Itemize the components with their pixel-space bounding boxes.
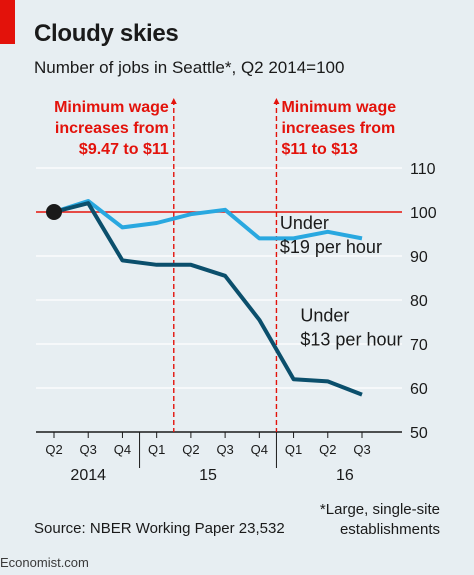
x-tick-label-8: Q2 bbox=[319, 442, 336, 457]
x-tick-label-6: Q4 bbox=[251, 442, 268, 457]
year-label-15: 15 bbox=[199, 467, 217, 484]
y-tick-label-70: 70 bbox=[410, 337, 428, 354]
y-tick-label-80: 80 bbox=[410, 293, 428, 310]
y-tick-label-110: 110 bbox=[410, 161, 436, 178]
brand-red-bar bbox=[0, 0, 15, 44]
annotation-text-1-1: increases from bbox=[281, 120, 395, 137]
series-label-light-1: $19 per hour bbox=[280, 237, 382, 257]
series-line-light bbox=[53, 199, 363, 241]
x-tick-label-2: Q4 bbox=[114, 442, 131, 457]
x-tick-label-4: Q2 bbox=[182, 442, 199, 457]
series-label-dark-0: Under bbox=[300, 306, 349, 326]
series-label-light-0: Under bbox=[280, 213, 329, 233]
publisher-logo: Economist.com bbox=[0, 555, 89, 570]
footnote-line-2: establishments bbox=[339, 521, 440, 538]
series-line-dark bbox=[53, 201, 363, 397]
annotation-text-1-2: $11 to $13 bbox=[281, 141, 358, 158]
annotation-arrow-0 bbox=[170, 98, 177, 104]
source-note: Source: NBER Working Paper 23,532 bbox=[34, 520, 285, 537]
x-tick-label-7: Q1 bbox=[285, 442, 302, 457]
x-tick-label-0: Q2 bbox=[45, 442, 62, 457]
line-chart: 50 60 70 80 90 100 110 Q2 Q3 Q4 Q1 Q2 Q3 Q4 Q1 Q2 Q3 2014… bbox=[36, 98, 437, 484]
x-tick-label-3: Q1 bbox=[148, 442, 165, 457]
y-tick-label-100: 100 bbox=[410, 205, 437, 222]
footnote: *Large, single-site establishments bbox=[320, 500, 440, 540]
x-tick-label-9: Q3 bbox=[353, 442, 370, 457]
annotation-text-0-1: increases from bbox=[55, 120, 169, 137]
y-tick-label-50: 50 bbox=[410, 425, 428, 442]
chart-title: Cloudy skies bbox=[34, 20, 179, 47]
series-label-dark-1: $13 per hour bbox=[300, 330, 402, 350]
x-tick-label-1: Q3 bbox=[80, 442, 97, 457]
y-tick-label-60: 60 bbox=[410, 381, 428, 398]
x-tick-label-5: Q3 bbox=[216, 442, 233, 457]
year-label-2014: 2014 bbox=[70, 467, 106, 484]
annotation-text-0-2: $9.47 to $11 bbox=[79, 141, 169, 158]
annotation-text-1-0: Minimum wage bbox=[281, 99, 396, 116]
annotation-arrow-1 bbox=[273, 98, 280, 104]
annotation-text-0-0: Minimum wage bbox=[54, 99, 169, 116]
start-marker-dot bbox=[46, 204, 62, 220]
year-label-16: 16 bbox=[336, 467, 354, 484]
y-tick-label-90: 90 bbox=[410, 249, 428, 266]
chart-subtitle: Number of jobs in Seattle*, Q2 2014=100 bbox=[34, 58, 345, 77]
footnote-line-1: *Large, single-site bbox=[319, 501, 440, 518]
